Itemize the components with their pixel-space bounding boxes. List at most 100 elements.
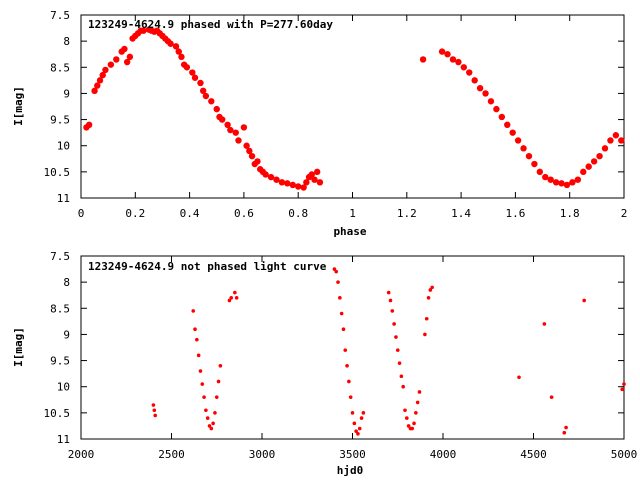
unphased-data-point [204, 408, 208, 413]
phased-data-point [536, 168, 544, 176]
unphased-data-point [214, 395, 219, 399]
phased-y-tick-label: 9.5 [50, 114, 70, 127]
phased-data-point [107, 61, 115, 68]
phased-data-point [85, 121, 93, 128]
phased-data-point [525, 152, 533, 160]
unphased-data-point [517, 375, 521, 380]
phased-data-point [248, 152, 256, 160]
unphased-data-point [213, 411, 217, 415]
phased-data-point [563, 181, 571, 189]
phased-data-point [504, 121, 511, 128]
phased-data-point [471, 77, 478, 84]
unphased-x-tick-label: 3000 [249, 448, 276, 461]
phased-x-tick-label: 0.6 [234, 207, 254, 220]
phased-data-point [178, 53, 185, 61]
unphased-data-point [153, 413, 158, 418]
phased-data-point [213, 105, 220, 113]
phased-data-point [531, 160, 538, 168]
phased-data-point [444, 51, 451, 58]
unphased-data-point [390, 309, 395, 313]
unphased-y-tick-label: 9 [63, 328, 70, 341]
unphased-data-point [354, 429, 358, 433]
phased-data-point [542, 173, 549, 181]
unphased-data-point [359, 416, 364, 420]
unphased-y-tick-label: 11 [57, 433, 70, 446]
unphased-data-point [196, 353, 201, 358]
phased-data-point [218, 116, 226, 123]
phased-data-point [601, 145, 609, 152]
phased-data-point [558, 180, 565, 187]
phased-data-point [102, 66, 109, 74]
phased-y-tick-label: 8.5 [50, 61, 70, 74]
unphased-data-point [193, 327, 197, 332]
unphased-x-tick-label: 2500 [158, 448, 185, 461]
phased-x-tick-label: 0 [78, 207, 85, 220]
phased-data-point [314, 168, 321, 176]
phased-y-tick-label: 11 [57, 192, 70, 205]
phased-data-point [476, 85, 484, 92]
unphased-data-point [227, 298, 232, 303]
unphased-data-point [401, 384, 405, 389]
phased-data-point [487, 98, 495, 105]
phased-data-point [419, 56, 427, 63]
unphased-data-point [341, 327, 346, 332]
unphased-data-point [209, 426, 214, 431]
unphased-light-curve-panel: 2000 2500 3000 3500 4000 4500 5000 7.5 8 8.5 9 9.5 1… [12, 250, 637, 477]
phased-x-tick-label: 0.8 [288, 207, 308, 220]
phased-data-point [308, 171, 315, 178]
unphased-data-point [414, 411, 418, 415]
unphased-data-point [205, 416, 210, 420]
phased-data-point [482, 90, 489, 97]
unphased-y-tick-label: 9.5 [50, 355, 70, 368]
phased-data-point [243, 142, 250, 149]
unphased-data-point [348, 395, 353, 399]
phased-data-point [590, 158, 598, 165]
unphased-data-point [151, 403, 156, 407]
phased-data-point [183, 64, 191, 71]
phased-data-point [167, 40, 174, 47]
unphased-y-tick-label: 10.5 [44, 407, 71, 420]
unphased-data-point [397, 361, 402, 365]
unphased-y-tick-label: 7.5 [50, 250, 70, 263]
phased-data-point [316, 179, 324, 186]
unphased-data-point [417, 390, 422, 394]
unphased-data-point [388, 298, 393, 303]
unphased-data-point [345, 364, 349, 368]
phased-x-tick-label: 0.4 [180, 207, 200, 220]
unphased-y-axis-label: I[mag] [12, 327, 25, 367]
phased-data-point [449, 56, 457, 63]
phased-data-point [552, 179, 560, 186]
unphased-data-point [582, 298, 586, 303]
phased-data-point [273, 176, 280, 183]
unphased-chart-title: 123249-4624.9 not phased light curve [88, 260, 327, 273]
unphased-data-point [343, 348, 348, 352]
unphased-data-point [428, 288, 433, 292]
unphased-data-point [350, 411, 355, 415]
unphased-x-tick-label: 2000 [68, 448, 95, 461]
phased-x-tick-label: 0.2 [125, 207, 145, 220]
unphased-data-point [336, 280, 340, 284]
phased-data-point [580, 168, 587, 176]
phased-data-point [189, 69, 196, 76]
phased-data-point [246, 147, 253, 155]
phased-data-point [569, 179, 576, 186]
unphased-data-point [430, 285, 434, 290]
phased-data-point [278, 179, 286, 186]
unphased-data-point [356, 431, 360, 436]
phased-data-point [121, 45, 128, 53]
phased-data-point [227, 126, 234, 134]
phased-data-point [520, 145, 527, 152]
phased-data-point [94, 82, 101, 89]
phased-data-point [99, 71, 106, 79]
phased-x-tick-label: 1.4 [451, 207, 471, 220]
unphased-data-point [406, 424, 411, 428]
unphased-x-axis-label: hjd0 [337, 464, 364, 477]
phased-data-point [123, 58, 131, 66]
phased-data-point [175, 48, 182, 55]
phased-data-point [208, 98, 215, 105]
phased-data-point [498, 113, 506, 121]
phased-data-point [113, 56, 120, 63]
phased-data-point [300, 184, 307, 191]
phased-data-point [232, 129, 239, 136]
